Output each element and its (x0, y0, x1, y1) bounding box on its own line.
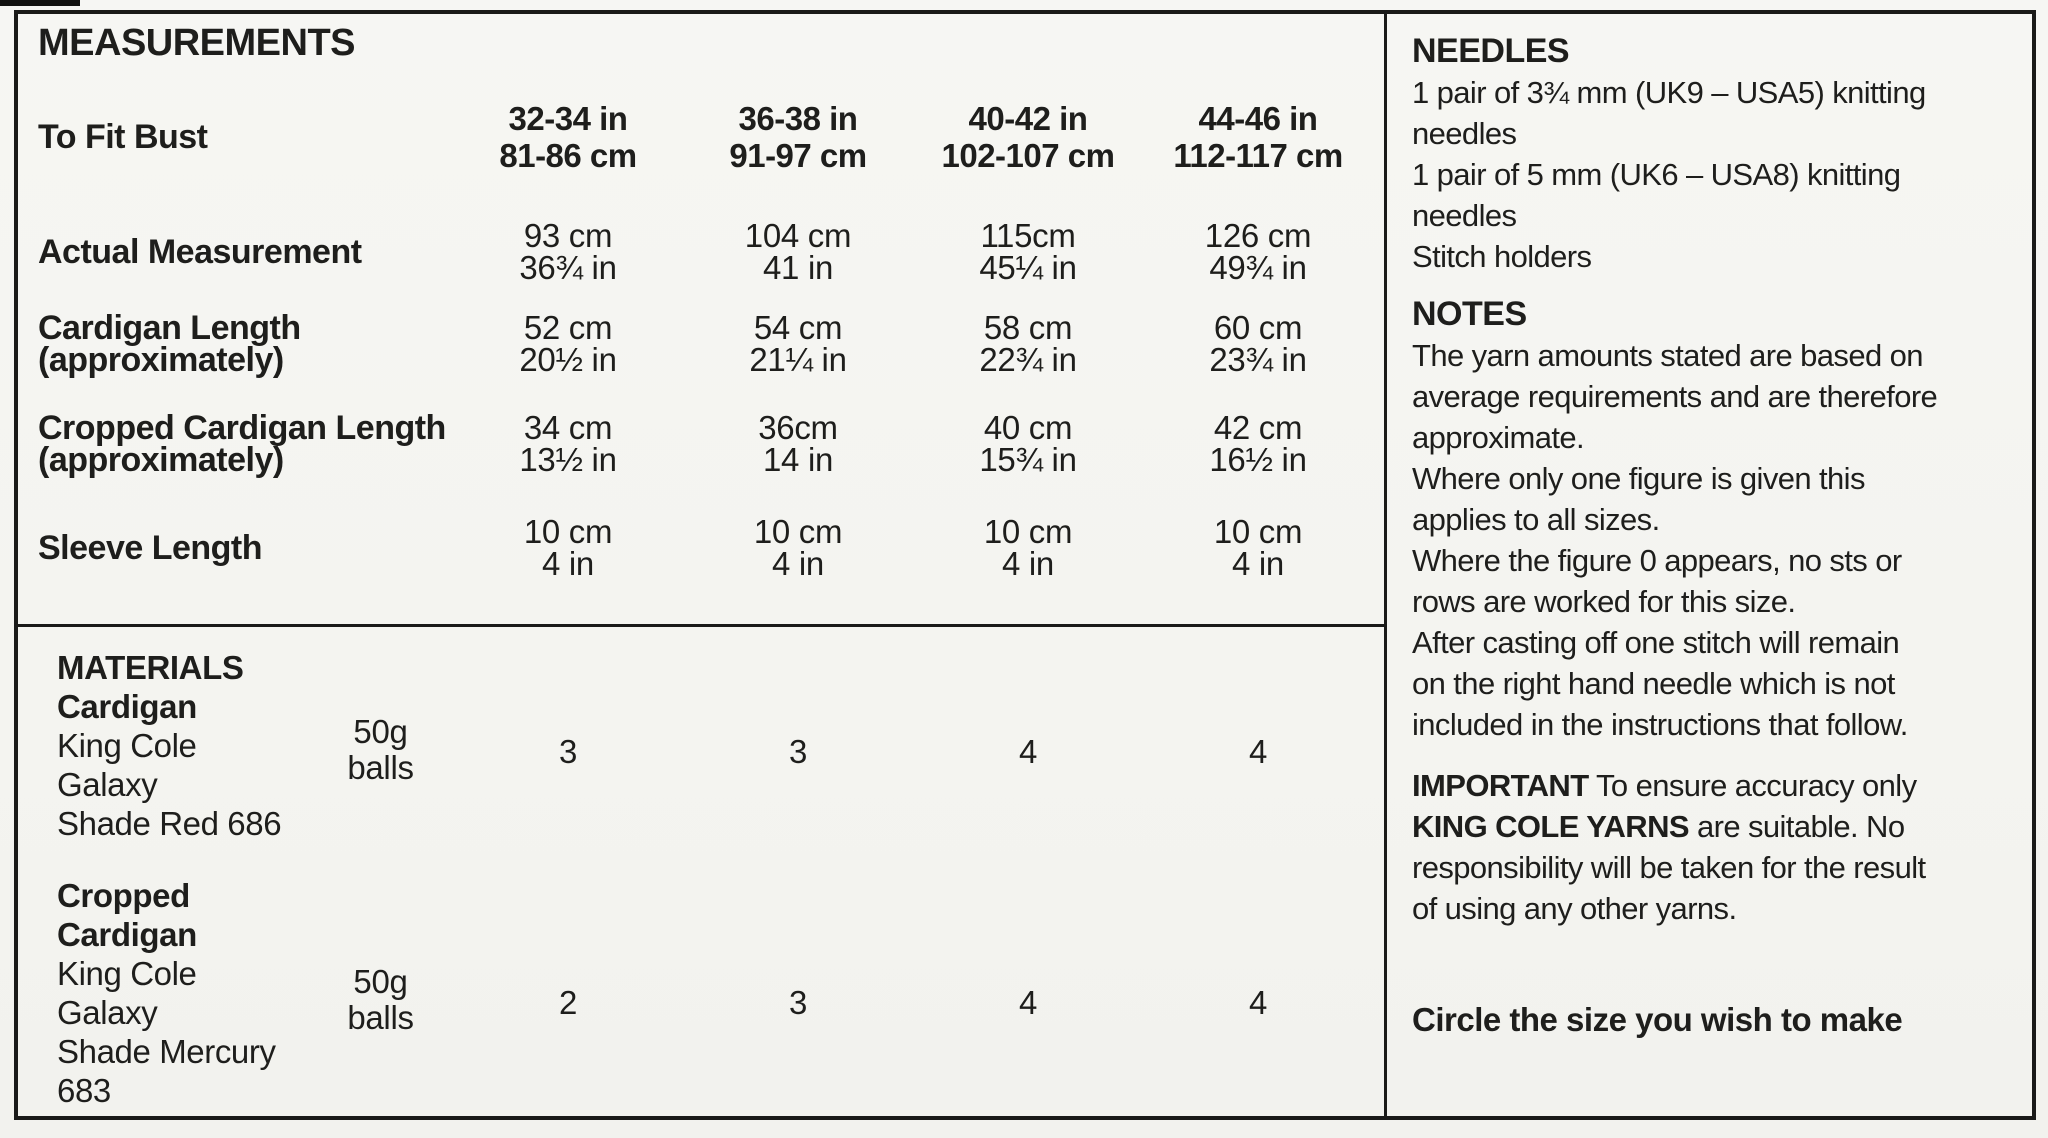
quantity-value: 3 (558, 733, 578, 770)
outer-border (14, 10, 2036, 1120)
measurement-cell: 42 cm 16½ in (1209, 409, 1307, 478)
circle-size-instruction: Circle the size you wish to make (1412, 1001, 1903, 1038)
important-line: responsibility will be taken for the res… (1412, 850, 1926, 885)
garment-name: Cardigan (57, 688, 197, 725)
right-panel: NEEDLES 1 pair of 3¾ mm (UK9 – USA5) kni… (1412, 30, 2032, 1040)
important-heading: IMPORTANT (1412, 768, 1589, 803)
notes-line: Where only one figure is given this (1412, 461, 1865, 496)
measurement-cell: 58 cm 22¾ in (979, 309, 1077, 378)
size-column-header-2: 36-38 in 91-97 cm (729, 100, 867, 174)
size-column-header-3: 40-42 in 102-107 cm (941, 100, 1115, 174)
quantity-value: 4 (1018, 733, 1038, 770)
yarn-detail-line: Galaxy (57, 994, 158, 1031)
notes-line: average requirements and are therefore (1412, 379, 1938, 414)
size-header-row: To Fit Bust 32-34 in 81-86 cm 36-38 in 9… (38, 100, 1373, 174)
notes-line: After casting off one stitch will remain (1412, 625, 1900, 660)
measurement-row-sleeve-length: Sleeve Length 10 cm 4 in 10 cm 4 in 10 c… (38, 513, 1373, 582)
measurement-cell: 10 cm 4 in (523, 513, 613, 582)
measurement-cell: 34 cm 13½ in (519, 409, 617, 478)
material-block-cardigan: MATERIALS Cardigan King Cole Galaxy Shad… (38, 648, 1373, 843)
needles-line: 1 pair of 5 mm (UK6 – USA8) knitting (1412, 157, 1901, 192)
measurement-cell: 52 cm 20½ in (519, 309, 617, 378)
horizontal-divider (16, 624, 1384, 627)
important-paragraph: IMPORTANT To ensure accuracy only KING C… (1412, 765, 2032, 929)
needles-heading: NEEDLES (1412, 32, 1570, 70)
yarn-detail-line: Galaxy (57, 766, 158, 803)
notes-line: The yarn amounts stated are based on (1412, 338, 1924, 373)
quantity-value: 2 (558, 984, 578, 1021)
yarn-detail-line: King Cole (57, 955, 197, 992)
row-label: Actual Measurement (38, 233, 362, 271)
notes-heading: NOTES (1412, 295, 1527, 333)
to-fit-bust-label: To Fit Bust (38, 117, 208, 156)
garment-name: Cardigan (57, 916, 197, 953)
yarn-name-column: MATERIALS Cardigan King Cole Galaxy Shad… (38, 648, 308, 843)
measurement-cell: 54 cm 21¼ in (749, 309, 847, 378)
notes-line: rows are worked for this size. (1412, 584, 1796, 619)
important-line: of using any other yarns. (1412, 891, 1737, 926)
notes-line: approximate. (1412, 420, 1585, 455)
quantity-value: 4 (1018, 984, 1038, 1021)
yarn-name-column: Cropped Cardigan King Cole Galaxy Shade … (38, 876, 308, 1110)
scan-artifact (0, 0, 80, 6)
measurements-title: MEASUREMENTS (38, 22, 356, 64)
measurement-cell: 40 cm 15¾ in (979, 409, 1077, 478)
quantity-value: 4 (1248, 984, 1268, 1021)
yarn-detail-line: Shade Red 686 (57, 805, 282, 842)
notes-line: on the right hand needle which is not (1412, 666, 1895, 701)
notes-line: applies to all sizes. (1412, 502, 1660, 537)
materials-title: MATERIALS (57, 649, 244, 686)
measurement-cell: 126 cm 49¾ in (1204, 217, 1312, 286)
unit-label: 50g balls (347, 713, 414, 786)
measurement-cell: 36cm 14 in (758, 409, 838, 478)
notes-line: Where the figure 0 appears, no sts or (1412, 543, 1902, 578)
unit-label: 50g balls (347, 963, 414, 1036)
measurement-row-actual: Actual Measurement 93 cm 36¾ in 104 cm 4… (38, 217, 1373, 286)
brand-name: KING COLE YARNS (1412, 809, 1690, 844)
quantity-value: 3 (788, 984, 808, 1021)
measurement-cell: 115cm 45¼ in (979, 217, 1077, 286)
important-line: IMPORTANT To ensure accuracy only (1412, 768, 1917, 803)
garment-name: Cropped (57, 877, 190, 914)
measurements-table: To Fit Bust 32-34 in 81-86 cm 36-38 in 9… (38, 100, 1373, 580)
size-column-header-1: 32-34 in 81-86 cm (499, 100, 637, 174)
vertical-divider (1384, 10, 1387, 1120)
quantity-value: 4 (1248, 733, 1268, 770)
needles-line: needles (1412, 116, 1517, 151)
measurement-cell: 10 cm 4 in (753, 513, 843, 582)
size-column-header-4: 44-46 in 112-117 cm (1173, 100, 1343, 174)
material-block-cropped-cardigan: Cropped Cardigan King Cole Galaxy Shade … (38, 876, 1373, 1110)
needles-line: Stitch holders (1412, 239, 1592, 274)
measurement-row-cardigan-length: Cardigan Length (approximately) 52 cm 20… (38, 309, 1373, 379)
row-label: Cropped Cardigan Length (approximately) (38, 409, 446, 479)
yarn-detail-line: King Cole (57, 727, 197, 764)
notes-line: included in the instructions that follow… (1412, 707, 1908, 742)
yarn-detail-line: 683 (57, 1072, 111, 1109)
yarn-detail-line: Shade Mercury (57, 1033, 276, 1070)
needles-line: needles (1412, 198, 1517, 233)
important-line: KING COLE YARNS are suitable. No (1412, 809, 1905, 844)
measurement-cell: 93 cm 36¾ in (519, 217, 617, 286)
row-label: Cardigan Length (approximately) (38, 309, 301, 379)
measurement-cell: 104 cm 41 in (744, 217, 852, 286)
measurement-cell: 60 cm 23¾ in (1209, 309, 1307, 378)
needles-line: 1 pair of 3¾ mm (UK9 – USA5) knitting (1412, 75, 1926, 110)
row-label: Sleeve Length (38, 529, 263, 567)
measurement-cell: 10 cm 4 in (1213, 513, 1303, 582)
measurement-row-cropped-length: Cropped Cardigan Length (approximately) … (38, 409, 1373, 479)
measurement-cell: 10 cm 4 in (983, 513, 1073, 582)
quantity-value: 3 (788, 733, 808, 770)
